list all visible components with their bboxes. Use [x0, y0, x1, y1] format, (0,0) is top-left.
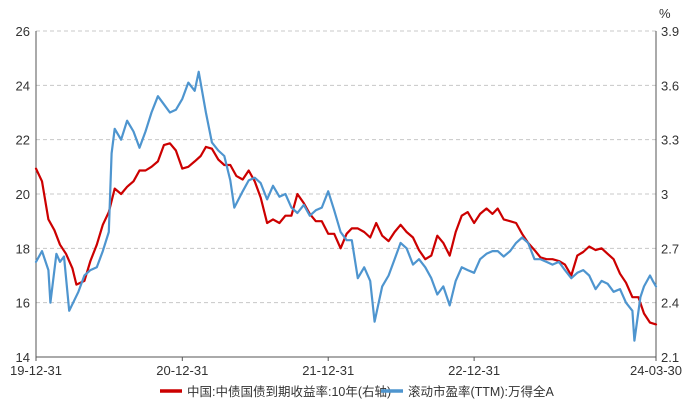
pe-ratio-line	[34, 70, 658, 342]
x-tick-label: 24-03-30	[630, 363, 682, 378]
right-y-tick-label: 3.9	[661, 24, 679, 39]
x-tick-label: 22-12-31	[448, 363, 500, 378]
left-y-tick-label: 16	[16, 296, 30, 311]
right-y-tick-label: 3.6	[661, 78, 679, 93]
legend-label-pe-ratio: 滚动市盈率(TTM):万得全A	[408, 384, 554, 399]
left-y-tick-label: 26	[16, 24, 30, 39]
legend: 中国:中债国债到期收益率:10年(右轴) 滚动市盈率(TTM):万得全A	[160, 384, 554, 399]
tick-labels: 14 16 18 20 22 24 26 2.1 2.4 2.7 3 3.3 3.6 3.9% 19-12-…	[10, 6, 682, 378]
right-y-tick-label: 2.7	[661, 241, 679, 256]
left-y-tick-label: 22	[16, 133, 30, 148]
x-tick-label: 21-12-31	[302, 363, 354, 378]
right-axis-unit: %	[659, 6, 671, 21]
right-y-tick-label: 2.4	[661, 296, 679, 311]
left-y-tick-label: 14	[16, 350, 30, 365]
x-tick-label: 20-12-31	[156, 363, 208, 378]
right-y-tick-label: 3	[661, 187, 668, 202]
left-y-tick-label: 24	[16, 78, 30, 93]
left-y-tick-label: 18	[16, 241, 30, 256]
axes	[35, 31, 657, 361]
series-lines	[34, 70, 658, 342]
right-y-tick-label: 3.3	[661, 133, 679, 148]
bond-yield-line	[34, 142, 658, 326]
left-y-tick-label: 20	[16, 187, 30, 202]
legend-label-bond-yield: 中国:中债国债到期收益率:10年(右轴)	[187, 384, 391, 399]
right-y-tick-label: 2.1	[661, 350, 679, 365]
gridlines	[36, 30, 656, 358]
x-tick-label: 19-12-31	[10, 363, 62, 378]
